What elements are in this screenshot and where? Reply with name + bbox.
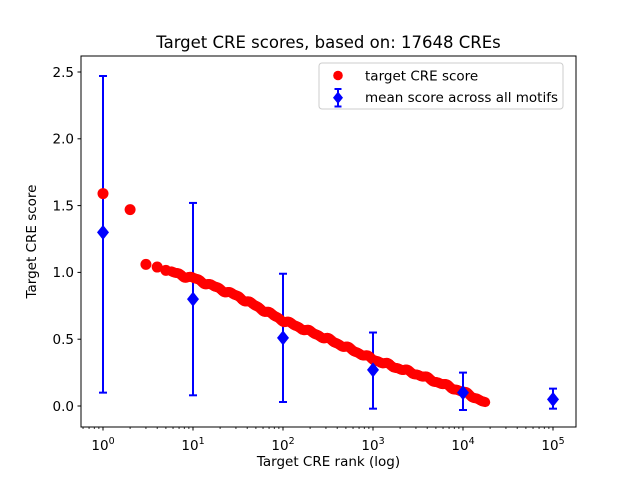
y-tick-label: 1.0: [53, 265, 74, 281]
red-point: [151, 261, 163, 273]
x-major-ticks: [102, 427, 554, 431]
mean-diamond: [547, 391, 559, 407]
target-score-series: [97, 188, 491, 408]
axes-frame: [80, 55, 577, 428]
x-tick-label: 102: [271, 436, 294, 454]
mean-diamond: [457, 385, 469, 401]
x-tick-labels: 100 101 102 103 104 105: [91, 436, 564, 454]
legend-item-mean-label: mean score across all motifs: [365, 90, 558, 106]
x-axis-label: Target CRE rank (log): [256, 454, 400, 470]
legend-mean-diamond-icon: [333, 88, 343, 108]
x-tick-label: 103: [361, 436, 384, 454]
mean-diamond: [277, 330, 289, 346]
x-tick-label: 105: [541, 436, 564, 454]
y-major-ticks: [77, 71, 81, 407]
chart-title: Target CRE scores, based on: 17648 CREs: [155, 33, 501, 52]
legend: target CRE score mean score across all m…: [318, 62, 564, 110]
mean-diamond: [367, 362, 379, 378]
y-tick-labels: 0.0 0.5 1.0 1.5 2.0 2.5: [53, 65, 74, 415]
mean-diamond: [187, 291, 199, 307]
legend-box: [318, 62, 564, 110]
x-tick-label: 104: [451, 436, 474, 454]
y-tick-label: 0.5: [53, 332, 74, 348]
legend-target-circle-icon: [333, 70, 343, 81]
y-tick-label: 2.0: [53, 132, 74, 148]
red-point: [140, 258, 152, 270]
y-tick-label: 1.5: [53, 198, 74, 214]
legend-item-target-label: target CRE score: [365, 69, 478, 85]
mean-score-markers: [97, 224, 559, 407]
mean-diamond: [97, 224, 109, 240]
y-axis-label: Target CRE score: [24, 185, 40, 300]
red-point: [124, 204, 136, 216]
x-tick-label: 101: [181, 436, 204, 454]
plot-area: [81, 56, 576, 427]
x-tick-label: 100: [91, 436, 114, 454]
red-point: [480, 397, 491, 408]
y-tick-label: 2.5: [53, 65, 74, 81]
red-point: [97, 188, 109, 200]
y-tick-label: 0.0: [53, 399, 74, 415]
